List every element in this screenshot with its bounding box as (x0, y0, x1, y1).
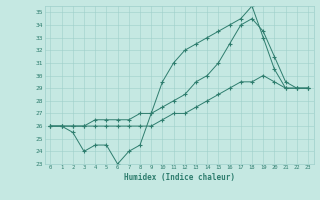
X-axis label: Humidex (Indice chaleur): Humidex (Indice chaleur) (124, 173, 235, 182)
